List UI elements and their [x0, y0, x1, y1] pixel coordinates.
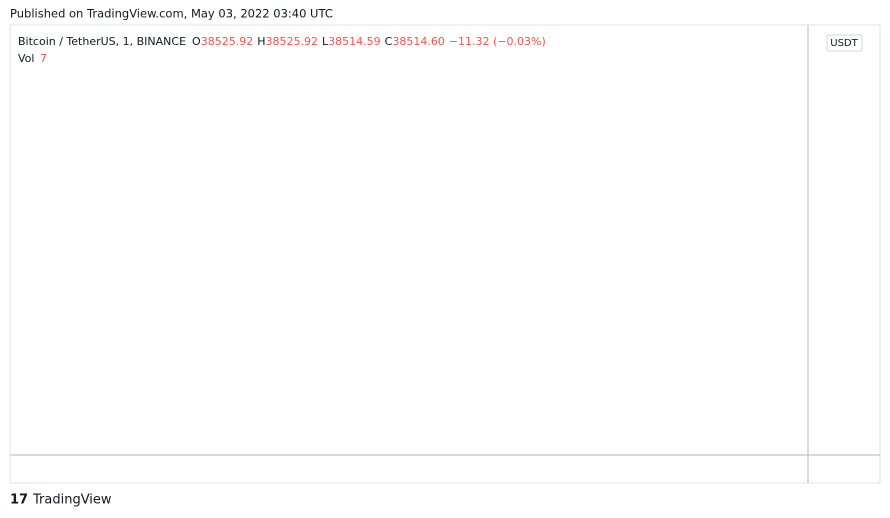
frame: [9, 24, 881, 484]
brand: 17 TradingView: [10, 493, 112, 508]
currency: USDT: [830, 38, 858, 49]
brand-name: TradingView: [32, 493, 112, 508]
symbol: Bitcoin / TetherUS, 1, BINANCE: [18, 35, 186, 48]
legend-key: C: [385, 35, 393, 48]
currency-box: [826, 34, 863, 52]
logo-mark: 17: [10, 493, 28, 508]
legend-value: 38525.92: [201, 35, 254, 48]
published-note: Published on TradingView.com, May 03, 20…: [10, 7, 333, 21]
legend: Bitcoin / TetherUS, 1, BINANCE Vol 7: [18, 35, 186, 65]
legend-key: L: [322, 35, 329, 48]
legend-key: O: [192, 35, 201, 48]
legend-value: 38525.92: [266, 35, 319, 48]
volume-name: Vol: [18, 52, 34, 65]
legend-change: −11.32 (−0.03%): [449, 35, 546, 48]
volume-value: 7: [40, 52, 47, 65]
legend-value: 38514.59: [328, 35, 381, 48]
legend-key: H: [257, 35, 265, 48]
legend-value: 38514.60: [392, 35, 445, 48]
